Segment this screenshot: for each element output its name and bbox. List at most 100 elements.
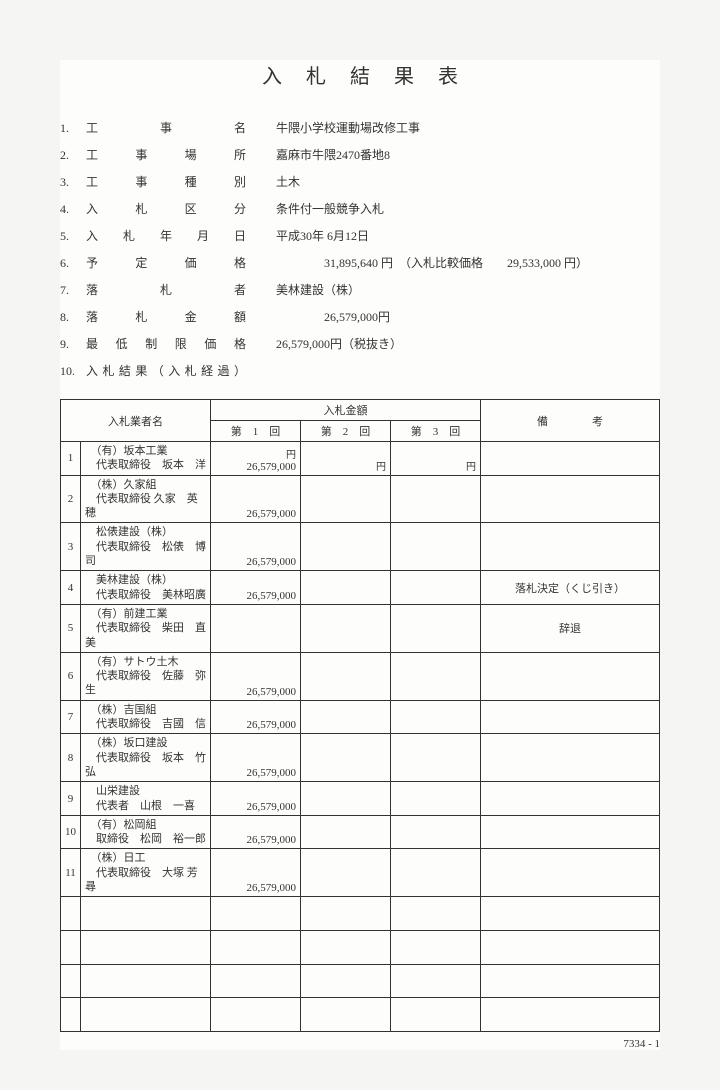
page-title: 入札結果表 xyxy=(60,60,660,89)
note xyxy=(481,897,660,931)
row-number: 9 xyxy=(61,782,81,816)
table-row: 8 （株）坂口建設 代表取締役 坂本 竹弘26,579,000 xyxy=(61,734,660,782)
amount-round2 xyxy=(301,571,391,605)
header-amount: 入札金額 xyxy=(211,400,481,421)
bid-table-wrap: 入札業者名 入札金額 備 考 第 1 回 第 2 回 第 3 回 1 （有）坂本… xyxy=(60,399,660,1032)
info-label: 工 事 場 所 xyxy=(86,146,276,163)
amount-round2 xyxy=(301,604,391,652)
row-number: 8 xyxy=(61,734,81,782)
bidder-name: （有）前建工業 代表取締役 柴田 直美 xyxy=(81,604,211,652)
note xyxy=(481,475,660,523)
note xyxy=(481,734,660,782)
table-row: 3 松俵建設（株） 代表取締役 松俵 博司26,579,000 xyxy=(61,523,660,571)
info-value: 31,895,640 円 （入札比較価格 29,533,000 円） xyxy=(276,254,660,271)
info-num: 7. xyxy=(60,283,86,298)
table-row: 2 （株）久家組 代表取締役 久家 英穂26,579,000 xyxy=(61,475,660,523)
amount-round1: 円26,579,000 xyxy=(211,442,301,476)
info-list: 1.工 事 名牛隈小学校運動場改修工事 2.工 事 場 所嘉麻市牛隈2470番地8… xyxy=(60,119,660,379)
info-item: 10.入札結果（入札経過） xyxy=(60,362,660,379)
info-item: 1.工 事 名牛隈小学校運動場改修工事 xyxy=(60,119,660,136)
table-row: 6 （有）サトウ土木 代表取締役 佐藤 弥生26,579,000 xyxy=(61,652,660,700)
amount-round3 xyxy=(391,700,481,734)
info-num: 10. xyxy=(60,364,86,379)
bidder-name: 美林建設（株） 代表取締役 美林昭廣 xyxy=(81,571,211,605)
amount-round1 xyxy=(211,930,301,964)
info-item: 5.入 札 年 月 日平成30年 6月12日 xyxy=(60,227,660,244)
page: 入札結果表 1.工 事 名牛隈小学校運動場改修工事 2.工 事 場 所嘉麻市牛隈2… xyxy=(60,60,660,1050)
note xyxy=(481,442,660,476)
bidder-name: （株）久家組 代表取締役 久家 英穂 xyxy=(81,475,211,523)
info-value: 嘉麻市牛隈2470番地8 xyxy=(276,146,660,163)
note xyxy=(481,782,660,816)
table-row xyxy=(61,998,660,1032)
bidder-name: （株）吉国組 代表取締役 吉國 信 xyxy=(81,700,211,734)
header-bidder: 入札業者名 xyxy=(61,400,211,442)
info-value: 美林建設（株） xyxy=(276,281,660,298)
note xyxy=(481,964,660,998)
amount-round1 xyxy=(211,897,301,931)
row-number: 10 xyxy=(61,815,81,849)
row-number: 2 xyxy=(61,475,81,523)
amount-round2 xyxy=(301,700,391,734)
info-item: 6.予 定 価 格 31,895,640 円 （入札比較価格 29,533,00… xyxy=(60,254,660,271)
row-number: 11 xyxy=(61,849,81,897)
amount-round3 xyxy=(391,897,481,931)
bid-table: 入札業者名 入札金額 備 考 第 1 回 第 2 回 第 3 回 1 （有）坂本… xyxy=(60,399,660,1032)
bid-table-body: 1 （有）坂本工業 代表取締役 坂本 洋円26,579,000円円2 （株）久家… xyxy=(61,442,660,1032)
amount-round2 xyxy=(301,964,391,998)
amount-round1 xyxy=(211,998,301,1032)
info-item: 2.工 事 場 所嘉麻市牛隈2470番地8 xyxy=(60,146,660,163)
table-row: 9 山栄建設 代表者 山根 一喜26,579,000 xyxy=(61,782,660,816)
info-value: 26,579,000円（税抜き） xyxy=(276,335,660,352)
amount-round1: 26,579,000 xyxy=(211,700,301,734)
info-label: 落 札 者 xyxy=(86,281,276,298)
bidder-name: （株）坂口建設 代表取締役 坂本 竹弘 xyxy=(81,734,211,782)
amount-round1: 26,579,000 xyxy=(211,652,301,700)
amount-round3 xyxy=(391,930,481,964)
header-round3: 第 3 回 xyxy=(391,421,481,442)
note xyxy=(481,930,660,964)
bidder-name: 松俵建設（株） 代表取締役 松俵 博司 xyxy=(81,523,211,571)
info-label: 落 札 金 額 xyxy=(86,308,276,325)
info-label: 入 札 区 分 xyxy=(86,200,276,217)
amount-round3 xyxy=(391,964,481,998)
row-number: 7 xyxy=(61,700,81,734)
info-item: 4.入 札 区 分条件付一般競争入札 xyxy=(60,200,660,217)
row-number xyxy=(61,930,81,964)
amount-round2: 円 xyxy=(301,442,391,476)
amount-round2 xyxy=(301,897,391,931)
info-label: 工 事 名 xyxy=(86,119,276,136)
amount-round1: 26,579,000 xyxy=(211,734,301,782)
info-num: 9. xyxy=(60,337,86,352)
note: 辞退 xyxy=(481,604,660,652)
amount-round2 xyxy=(301,998,391,1032)
info-value: 平成30年 6月12日 xyxy=(276,227,660,244)
row-number: 5 xyxy=(61,604,81,652)
info-item: 8.落 札 金 額 26,579,000円 xyxy=(60,308,660,325)
amount-round1 xyxy=(211,604,301,652)
info-num: 2. xyxy=(60,148,86,163)
info-num: 8. xyxy=(60,310,86,325)
info-label: 予 定 価 格 xyxy=(86,254,276,271)
amount-round1: 26,579,000 xyxy=(211,815,301,849)
header-round1: 第 1 回 xyxy=(211,421,301,442)
table-row xyxy=(61,964,660,998)
amount-round3 xyxy=(391,652,481,700)
amount-round2 xyxy=(301,849,391,897)
amount-round2 xyxy=(301,815,391,849)
note xyxy=(481,700,660,734)
info-item: 7.落 札 者美林建設（株） xyxy=(60,281,660,298)
amount-round1: 26,579,000 xyxy=(211,475,301,523)
note xyxy=(481,849,660,897)
info-label: 工 事 種 別 xyxy=(86,173,276,190)
bidder-name: （有）坂本工業 代表取締役 坂本 洋 xyxy=(81,442,211,476)
bidder-name xyxy=(81,930,211,964)
table-row: 11 （株）日工 代表取締役 大塚 芳尋26,579,000 xyxy=(61,849,660,897)
amount-round3 xyxy=(391,998,481,1032)
table-row: 4 美林建設（株） 代表取締役 美林昭廣26,579,000落札決定（くじ引き） xyxy=(61,571,660,605)
amount-round1: 26,579,000 xyxy=(211,849,301,897)
row-number: 1 xyxy=(61,442,81,476)
info-label: 入札結果（入札経過） xyxy=(86,362,276,379)
bidder-name: （有）サトウ土木 代表取締役 佐藤 弥生 xyxy=(81,652,211,700)
amount-round2 xyxy=(301,734,391,782)
